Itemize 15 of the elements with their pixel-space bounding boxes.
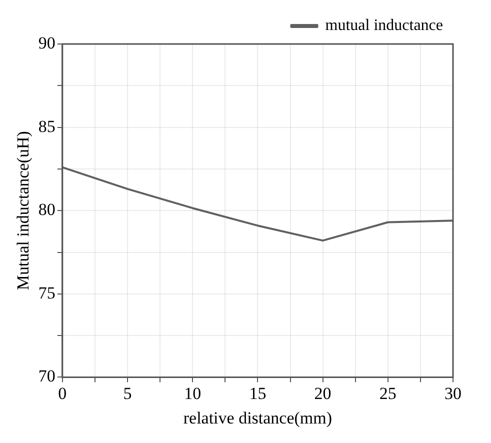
x-tick-label: 15 [249, 384, 266, 403]
y-tick-label: 85 [38, 116, 56, 136]
x-tick-label: 25 [379, 384, 396, 403]
x-tick-label: 10 [184, 384, 202, 403]
y-tick-label: 70 [38, 366, 56, 386]
x-tick-label: 5 [123, 384, 132, 403]
x-tick-label: 20 [314, 384, 332, 403]
y-tick-label: 90 [38, 33, 56, 52]
x-tick-label: 0 [58, 384, 67, 403]
x-axis-title: relative distance(mm) [183, 408, 332, 428]
x-tick-label: 30 [444, 384, 462, 403]
legend-label: mutual inductance [325, 17, 443, 34]
y-tick-label: 75 [38, 283, 56, 302]
y-tick-label: 80 [38, 200, 56, 220]
y-axis-title: Mutual inductance(uH) [14, 131, 33, 290]
